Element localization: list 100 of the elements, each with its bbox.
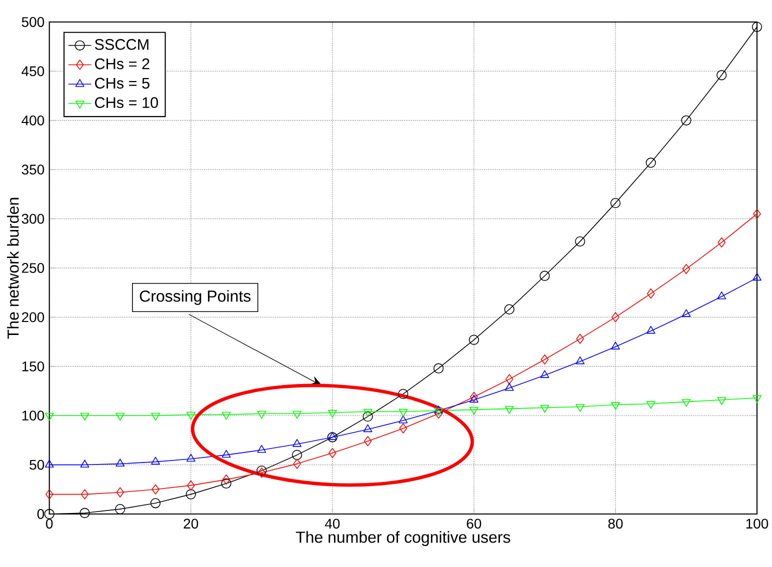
point <box>293 458 301 469</box>
point <box>433 363 444 374</box>
y-tick-label: 450 <box>22 66 44 76</box>
point <box>116 458 125 467</box>
y-tick-label: 50 <box>30 460 44 470</box>
y-axis-title: The network burden <box>7 198 19 339</box>
point <box>398 388 408 400</box>
y-tick-label: 400 <box>22 115 44 126</box>
point <box>222 412 231 420</box>
point <box>646 326 656 334</box>
point <box>610 198 621 208</box>
y-tick-label: 150 <box>22 361 44 372</box>
point <box>434 406 443 414</box>
point <box>717 397 726 405</box>
point <box>44 508 54 520</box>
point <box>611 342 620 350</box>
x-tick-label: 80 <box>608 518 623 529</box>
point <box>328 432 337 440</box>
point <box>434 408 442 419</box>
point <box>469 394 478 403</box>
point <box>364 436 372 446</box>
point <box>504 382 514 391</box>
point <box>646 288 655 299</box>
point <box>612 312 620 322</box>
point <box>540 404 550 413</box>
x-tick-label: 100 <box>746 518 768 529</box>
x-tick-label: 60 <box>466 518 482 529</box>
point <box>752 272 762 281</box>
point <box>682 399 691 407</box>
point <box>257 444 266 453</box>
point <box>399 423 408 434</box>
point <box>646 158 656 168</box>
point <box>151 412 160 421</box>
annotation: Crossing Points <box>140 290 251 305</box>
point <box>186 412 196 420</box>
y-tick-label: 300 <box>22 214 44 224</box>
point <box>470 392 478 402</box>
point <box>186 480 195 491</box>
y-tick-label: 200 <box>22 312 44 322</box>
point <box>681 115 692 126</box>
point <box>504 406 514 414</box>
point <box>398 408 408 417</box>
point <box>327 432 338 442</box>
point <box>328 448 336 458</box>
x-tick-label: 40 <box>324 518 340 529</box>
point <box>504 304 514 314</box>
legend-label: CHs = 2 <box>95 58 150 70</box>
legend-label: SSCCM <box>94 39 148 50</box>
point <box>646 401 656 409</box>
point <box>716 70 727 80</box>
point <box>682 264 690 274</box>
legend-label: CHs = 5 <box>95 78 150 89</box>
point <box>363 424 372 432</box>
point <box>116 412 125 421</box>
point <box>152 484 160 494</box>
point <box>44 460 54 468</box>
y-tick-label: 100 <box>22 410 44 421</box>
point <box>752 22 762 32</box>
x-axis-title: The number of cognitive users <box>296 531 510 546</box>
point <box>362 412 373 422</box>
y-tick-label: 500 <box>22 17 44 27</box>
point <box>718 237 726 248</box>
x-tick-label: 0 <box>46 518 53 529</box>
point <box>398 415 408 424</box>
point <box>611 402 620 410</box>
point <box>576 334 584 344</box>
x-tick-label: 20 <box>184 518 198 529</box>
point <box>540 370 550 378</box>
point <box>116 487 124 498</box>
point <box>115 504 126 514</box>
y-tick-label: 250 <box>22 263 44 273</box>
point <box>575 236 586 246</box>
point <box>44 412 54 421</box>
point <box>80 489 89 500</box>
point <box>257 410 266 419</box>
point <box>222 474 230 485</box>
point <box>434 408 443 416</box>
point <box>540 354 549 365</box>
point <box>80 412 90 421</box>
point <box>222 450 231 458</box>
point <box>576 356 585 364</box>
point <box>540 270 550 281</box>
point <box>150 498 161 508</box>
point <box>80 508 90 518</box>
point <box>682 309 691 317</box>
point <box>753 208 761 219</box>
point <box>45 489 54 500</box>
legend-label: CHs = 10 <box>95 97 158 108</box>
point <box>80 460 90 468</box>
point <box>151 456 160 465</box>
y-tick-label: 350 <box>22 164 44 175</box>
point <box>468 334 479 345</box>
point <box>221 478 232 489</box>
point <box>752 395 762 403</box>
point <box>292 410 302 419</box>
point <box>292 450 302 460</box>
point <box>469 406 478 415</box>
point <box>717 291 726 300</box>
point <box>186 454 196 462</box>
point <box>576 404 585 412</box>
